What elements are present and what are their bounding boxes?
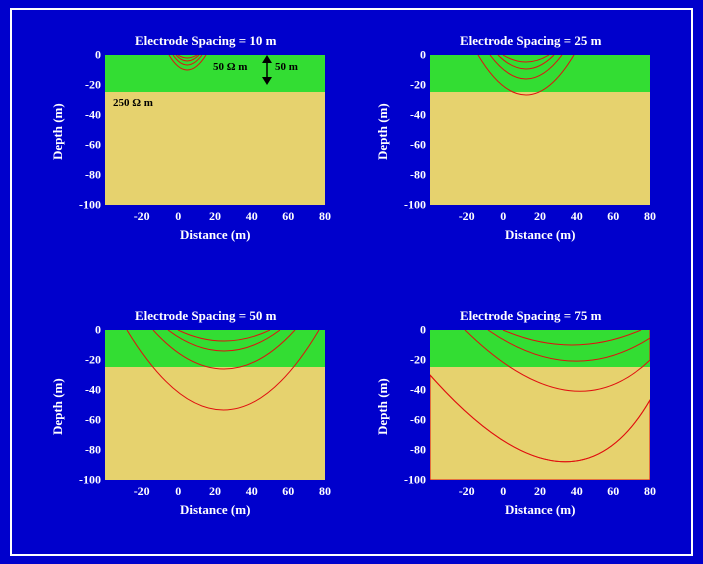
panel-10m: Electrode Spacing = 10 m Depth (m) Dista…: [105, 55, 325, 205]
xtick: 80: [319, 209, 331, 224]
x-axis-label: Distance (m): [180, 502, 250, 518]
xtick: -20: [459, 484, 475, 499]
ytick: -40: [402, 108, 426, 123]
xtick: 60: [607, 209, 619, 224]
panel-title: Electrode Spacing = 25 m: [460, 33, 602, 49]
ytick: -60: [77, 138, 101, 153]
xtick: 40: [571, 484, 583, 499]
ytick: -80: [77, 443, 101, 458]
xtick: 40: [246, 209, 258, 224]
xtick: 60: [607, 484, 619, 499]
annot-bottom-resistivity: 250 Ω m: [113, 97, 153, 109]
plot-area: [430, 55, 650, 205]
xtick: 80: [319, 484, 331, 499]
ytick: 0: [402, 323, 426, 338]
xtick: -20: [134, 209, 150, 224]
panel-title: Electrode Spacing = 10 m: [135, 33, 277, 49]
ytick: -60: [77, 413, 101, 428]
ytick: -20: [402, 78, 426, 93]
field-lines-svg: [105, 55, 325, 205]
plot-area: [105, 330, 325, 480]
panel-75m: Electrode Spacing = 75 m Depth (m) Dista…: [430, 330, 650, 480]
ytick: 0: [402, 48, 426, 63]
ytick: -80: [77, 168, 101, 183]
xtick: 20: [209, 484, 221, 499]
ytick: 0: [77, 48, 101, 63]
annot-top-resistivity: 50 Ω m: [213, 61, 247, 73]
field-lines-svg: [105, 330, 325, 480]
xtick: -20: [134, 484, 150, 499]
ytick: -100: [396, 473, 426, 488]
plot-area: [430, 330, 650, 480]
xtick: 40: [246, 484, 258, 499]
y-axis-label: Depth (m): [50, 378, 66, 435]
xtick: 60: [282, 484, 294, 499]
ytick: -20: [402, 353, 426, 368]
field-lines-svg: [430, 55, 650, 205]
xtick: 20: [209, 209, 221, 224]
ytick: -40: [402, 383, 426, 398]
panel-50m: Electrode Spacing = 50 m Depth (m) Dista…: [105, 330, 325, 480]
arrow-icon: [257, 55, 277, 85]
xtick: 0: [175, 209, 181, 224]
plot-area: 50 Ω m 50 m 250 Ω m: [105, 55, 325, 205]
field-lines-svg: [430, 330, 650, 480]
ytick: -60: [402, 138, 426, 153]
y-axis-label: Depth (m): [375, 378, 391, 435]
x-axis-label: Distance (m): [180, 227, 250, 243]
ytick: -100: [71, 473, 101, 488]
xtick: 0: [500, 209, 506, 224]
x-axis-label: Distance (m): [505, 502, 575, 518]
xtick: -20: [459, 209, 475, 224]
ytick: 0: [77, 323, 101, 338]
ytick: -100: [396, 198, 426, 213]
xtick: 0: [175, 484, 181, 499]
panel-25m: Electrode Spacing = 25 m Depth (m) Dista…: [430, 55, 650, 205]
ytick: -40: [77, 108, 101, 123]
y-axis-label: Depth (m): [50, 103, 66, 160]
x-axis-label: Distance (m): [505, 227, 575, 243]
ytick: -60: [402, 413, 426, 428]
ytick: -80: [402, 443, 426, 458]
ytick: -100: [71, 198, 101, 213]
panel-title: Electrode Spacing = 75 m: [460, 308, 602, 324]
ytick: -20: [77, 353, 101, 368]
xtick: 80: [644, 484, 656, 499]
xtick: 0: [500, 484, 506, 499]
xtick: 20: [534, 484, 546, 499]
ytick: -40: [77, 383, 101, 398]
ytick: -80: [402, 168, 426, 183]
xtick: 20: [534, 209, 546, 224]
ytick: -20: [77, 78, 101, 93]
y-axis-label: Depth (m): [375, 103, 391, 160]
xtick: 60: [282, 209, 294, 224]
annot-thickness: 50 m: [275, 61, 298, 73]
panel-title: Electrode Spacing = 50 m: [135, 308, 277, 324]
xtick: 40: [571, 209, 583, 224]
xtick: 80: [644, 209, 656, 224]
